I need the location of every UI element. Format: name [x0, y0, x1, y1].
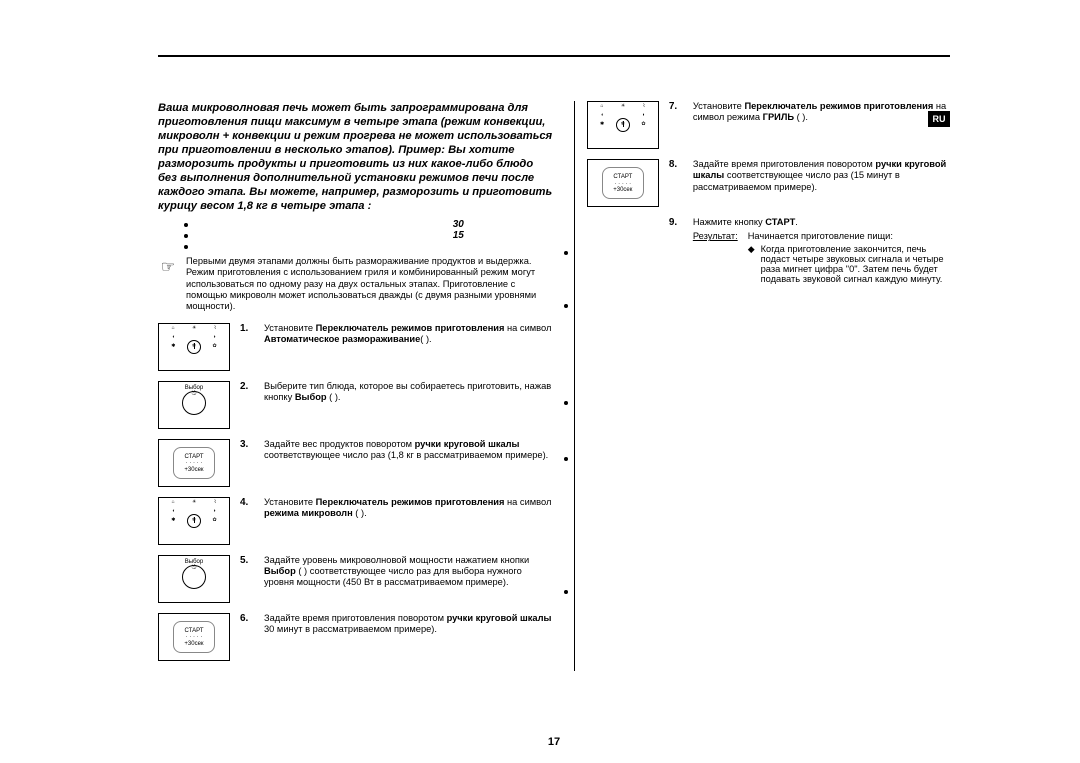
step-text: Задайте время приготовления поворотом ру…: [693, 159, 950, 193]
step-illustration: СТАРТ· · · · ·+30сек: [158, 439, 230, 487]
step-number: 6.: [240, 613, 254, 661]
step-row: СТАРТ· · · · ·+30сек6. Задайте время приг…: [158, 613, 554, 661]
divider-bullet: [564, 251, 568, 255]
step-spacer: [587, 217, 659, 284]
step-row: СТАРТ· · · · ·+30сек3. Задайте вес продук…: [158, 439, 554, 487]
step-text: Установите Переключатель режимов пригото…: [693, 101, 950, 124]
step-row: СТАРТ· · · · ·+30сек8. Задайте время приг…: [587, 159, 950, 207]
note-text: Первыми двумя этапами должны быть размор…: [186, 256, 554, 313]
step-illustration: СТАРТ· · · · ·+30сек: [587, 159, 659, 207]
step-illustration: ⌂☀⌇ ◐◑ ✱❄✿: [158, 497, 230, 545]
step-row: ⌂☀⌇ ◐◑ ✱❄✿ 7. Установите Переключатель ре…: [587, 101, 950, 149]
right-column: ⌂☀⌇ ◐◑ ✱❄✿ 7. Установите Переключатель ре…: [574, 101, 950, 671]
step-illustration: Выбор⎋: [158, 381, 230, 429]
step-illustration: Выбор⎋: [158, 555, 230, 603]
step-number: 8.: [669, 159, 683, 207]
note-block: ☞ Первыми двумя этапами должны быть разм…: [158, 256, 554, 313]
step-number: 5.: [240, 555, 254, 603]
step-row: ⌂☀⌇ ◐◑ ✱❄✿ 1. Установите Переключатель ре…: [158, 323, 554, 371]
step-text: Задайте уровень микроволновой мощности н…: [264, 555, 554, 589]
page-number: 17: [548, 736, 560, 748]
step-number: 2.: [240, 381, 254, 429]
divider-bullet: [564, 457, 568, 461]
page-frame: RU Ваша микроволновая печь может быть за…: [158, 55, 950, 748]
bullet-num-2: 15: [453, 230, 464, 241]
left-column: Ваша микроволновая печь может быть запро…: [158, 101, 554, 671]
hand-icon: ☞: [158, 256, 178, 313]
step-text: Выберите тип блюда, которое вы собираете…: [264, 381, 554, 404]
step-row: Выбор⎋2. Выберите тип блюда, которое вы с…: [158, 381, 554, 429]
bullet-list: 30 15: [184, 219, 554, 252]
divider-bullet: [564, 401, 568, 405]
step-illustration: СТАРТ· · · · ·+30сек: [158, 613, 230, 661]
intro-paragraph: Ваша микроволновая печь может быть запро…: [158, 101, 554, 213]
step-illustration: ⌂☀⌇ ◐◑ ✱❄✿: [587, 101, 659, 149]
step-number: 3.: [240, 439, 254, 487]
step-row: Выбор⎋5. Задайте уровень микроволновой мо…: [158, 555, 554, 603]
divider-bullet: [564, 590, 568, 594]
step-row: 9. Нажмите кнопку СТАРТ. Результат: Начина…: [587, 217, 950, 284]
divider-bullet: [564, 304, 568, 308]
step-text: Нажмите кнопку СТАРТ.: [693, 217, 950, 228]
step-number: 1.: [240, 323, 254, 371]
step-row: ⌂☀⌇ ◐◑ ✱❄✿ 4. Установите Переключатель ре…: [158, 497, 554, 545]
step-number: 4.: [240, 497, 254, 545]
columns: Ваша микроволновая печь может быть запро…: [158, 57, 950, 671]
bullet-num-1: 30: [453, 219, 464, 230]
step-illustration: ⌂☀⌇ ◐◑ ✱❄✿: [158, 323, 230, 371]
step-text: Установите Переключатель режимов пригото…: [264, 497, 554, 520]
step-text: Установите Переключатель режимов пригото…: [264, 323, 554, 346]
step-text: Задайте вес продуктов поворотом ручки кр…: [264, 439, 554, 462]
step-number: 9.: [669, 217, 683, 284]
result-block: Результат: Начинается приготовление пищи…: [693, 231, 950, 284]
step-number: 7.: [669, 101, 683, 149]
step-text: Задайте время приготовления поворотом ру…: [264, 613, 554, 636]
